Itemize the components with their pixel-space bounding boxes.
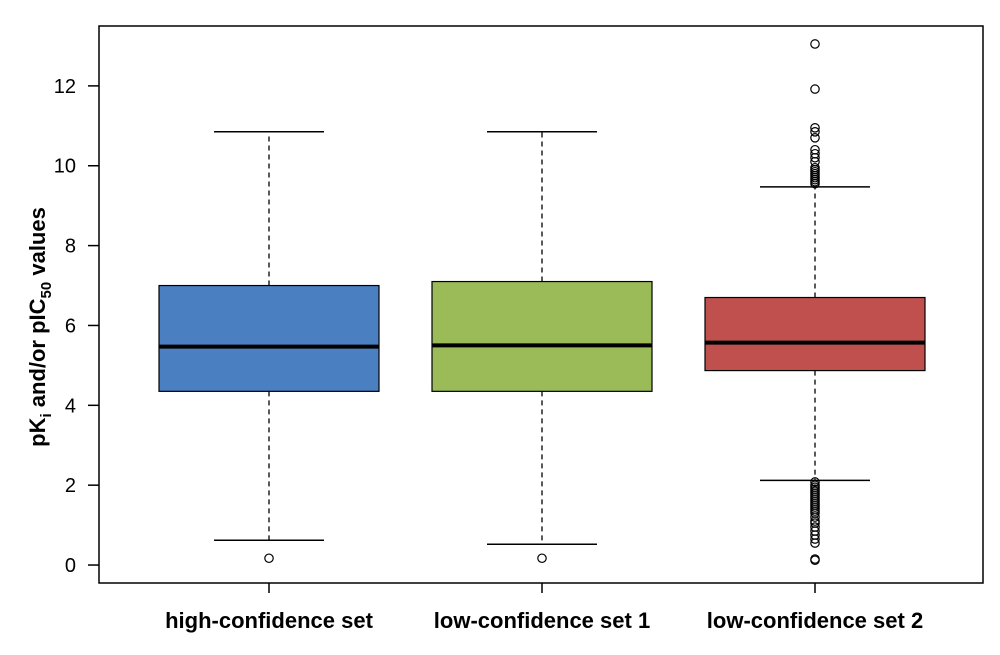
y-tick-label: 2 [65,475,76,497]
boxes [158,39,926,566]
outlier-point [810,178,820,189]
iqr-box [431,280,653,392]
outlier-point [810,132,820,143]
y-tick-label: 10 [54,156,76,178]
outlier-point [810,538,820,548]
box-group [431,131,653,564]
outlier-point [810,534,820,544]
y-tick-label: 6 [65,315,76,337]
outlier-point [810,39,820,49]
y-tick-label: 12 [54,76,76,98]
outlier-point [810,152,820,163]
y-tick-label: 4 [65,395,76,417]
outlier-point [810,555,820,566]
category-label: low-confidence set 1 [434,608,650,633]
iqr-box [704,296,926,372]
category-label: high-confidence set [165,608,373,633]
outlier-point [810,512,820,522]
y-axis-title: pKi and/or pIC50 values [25,207,55,447]
y-axis: 0 2 4 6 8 10 12 [54,76,99,577]
plot-frame [98,25,984,584]
outlier-point [810,477,820,487]
y-tick-label: 8 [65,236,76,258]
outlier-point [537,553,547,564]
x-axis-labels: high-confidence set low-confidence set 1 l… [165,583,923,633]
box-group [704,39,926,566]
iqr-box [158,284,380,392]
box-group [158,131,380,564]
y-tick-label: 0 [65,555,76,577]
outlier-point [810,84,820,94]
outlier-point [810,123,820,133]
outlier-point [810,127,820,137]
outlier-point [264,553,274,564]
category-label: low-confidence set 2 [707,608,923,633]
